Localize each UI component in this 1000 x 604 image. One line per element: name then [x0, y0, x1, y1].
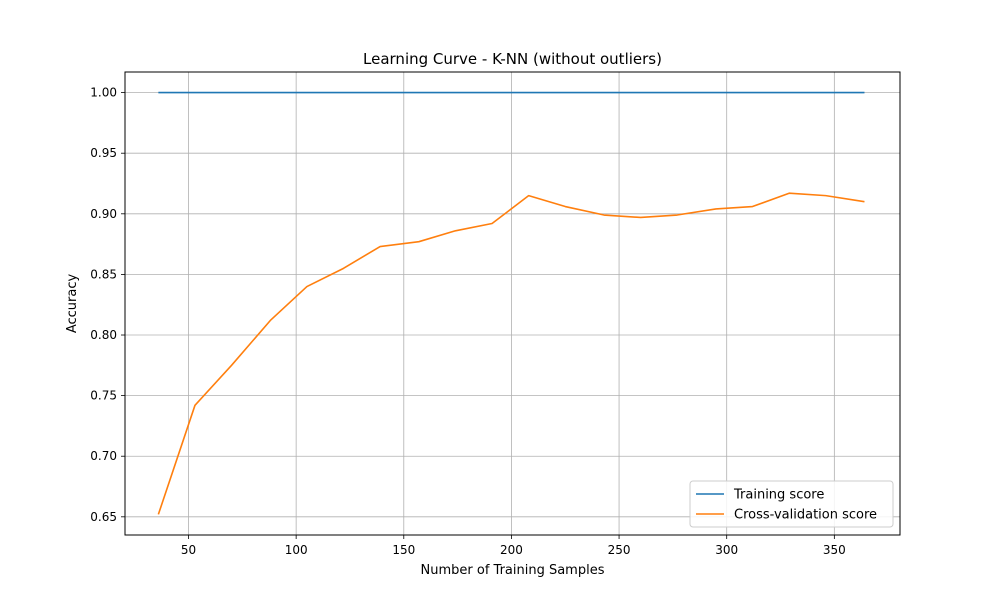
y-tick-label: 0.85	[90, 267, 117, 281]
legend: Training score Cross-validation score	[689, 480, 894, 528]
x-tick-label: 50	[181, 543, 196, 557]
y-tick-label: 0.70	[90, 449, 117, 463]
y-tick-label: 1.00	[90, 86, 117, 100]
x-tick-label: 150	[392, 543, 415, 557]
legend-label-0: Training score	[733, 488, 824, 503]
x-tick-label: 250	[608, 543, 631, 557]
x-tick-label: 300	[715, 543, 738, 557]
legend-label-1: Cross-validation score	[734, 508, 877, 523]
chart-title: Learning Curve - K-NN (without outliers)	[363, 50, 662, 68]
x-tick-label: 350	[823, 543, 846, 557]
legend-box	[689, 480, 894, 528]
x-axis-label: Number of Training Samples	[421, 563, 605, 578]
plot-frame	[124, 71, 901, 536]
y-tick-label: 0.75	[90, 389, 117, 403]
y-tick-label: 0.65	[90, 510, 117, 524]
x-tick-label: 200	[500, 543, 523, 557]
series-line-1	[157, 192, 865, 515]
y-axis-label: Accuracy	[65, 274, 80, 334]
plot-area	[125, 72, 900, 535]
y-tick-label: 0.80	[90, 328, 117, 342]
y-tick-label: 0.90	[90, 207, 117, 221]
series-layer	[157, 91, 865, 515]
x-tick-label: 100	[285, 543, 308, 557]
y-tick-label: 0.95	[90, 146, 117, 160]
ticks: 50 100 150 200 250 300 350 0.65 0.70 0.75 0.80 0.85…	[90, 86, 846, 557]
